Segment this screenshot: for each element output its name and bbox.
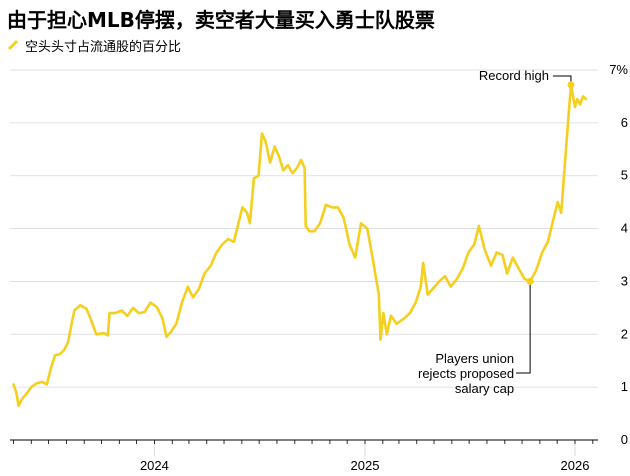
y-tick-label: 4	[621, 221, 628, 236]
annotation-label: salary cap	[455, 381, 514, 396]
chart-title: 由于担心MLB停摆，卖空者大量买入勇士队股票	[7, 8, 435, 32]
y-tick-label: 5	[621, 168, 628, 183]
legend: 空头头寸占流通股的百分比	[7, 36, 182, 55]
legend-label: 空头头寸占流通股的百分比	[25, 39, 182, 55]
annotation-label: Record high	[479, 68, 549, 83]
y-tick-label: 1	[621, 379, 628, 394]
x-tick-label: 2024	[140, 458, 169, 473]
y-tick-label: 3	[621, 273, 628, 288]
y-tick-label: 2	[621, 326, 628, 341]
y-tick-label: 0	[621, 432, 628, 447]
series-line	[12, 83, 588, 407]
annotation-label: Players union	[435, 351, 514, 366]
y-tick-label: 6	[621, 115, 628, 130]
annotation-label: rejects proposed	[418, 366, 514, 381]
x-tick-label: 2026	[561, 458, 590, 473]
annotation-dot	[567, 81, 575, 89]
legend-swatch-line	[7, 39, 19, 51]
y-tick-label: 7%	[609, 62, 628, 77]
annotation-leader	[516, 281, 531, 374]
x-tick-label: 2025	[351, 458, 380, 473]
annotation-dot	[526, 277, 534, 285]
legend-swatch	[7, 39, 19, 51]
